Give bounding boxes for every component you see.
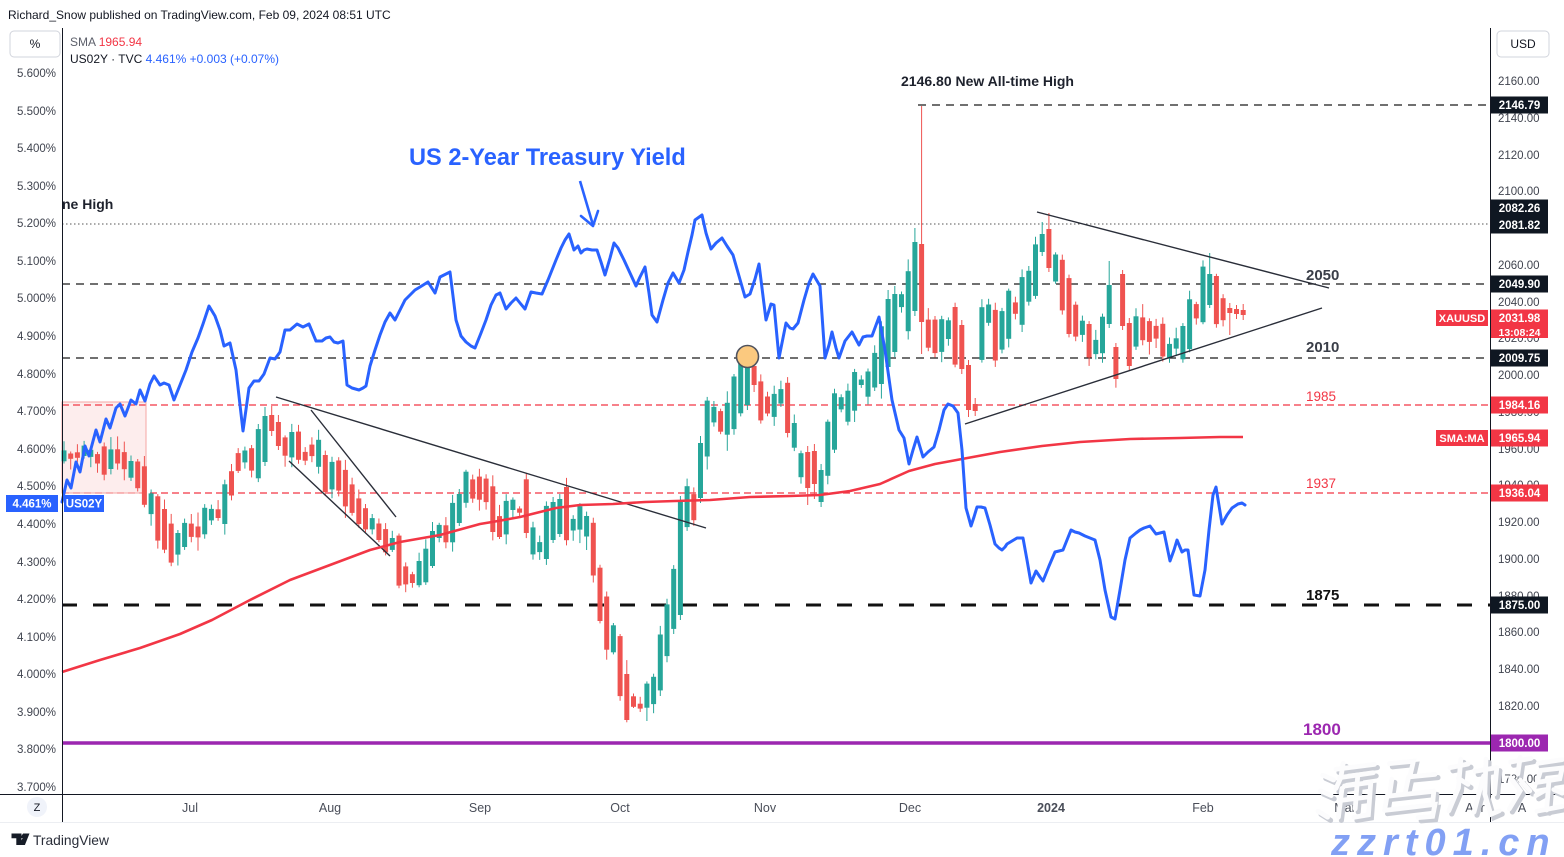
- svg-text:1920.00: 1920.00: [1498, 517, 1540, 529]
- svg-text:3.700%: 3.700%: [17, 782, 56, 794]
- svg-text:1840.00: 1840.00: [1498, 664, 1540, 676]
- svg-text:4.800%: 4.800%: [17, 369, 56, 381]
- svg-text:1800.00: 1800.00: [1499, 738, 1541, 750]
- svg-text:2060.00: 2060.00: [1498, 260, 1540, 272]
- svg-text:5.500%: 5.500%: [17, 106, 56, 118]
- svg-text:1900.00: 1900.00: [1498, 554, 1540, 566]
- svg-text:US02Y · TVC 4.461% +0.003 (+0: US02Y · TVC 4.461% +0.003 (+0.07%): [70, 52, 279, 66]
- svg-text:A: A: [1518, 801, 1527, 815]
- svg-text:2031.98: 2031.98: [1499, 313, 1541, 325]
- svg-text:2040.00: 2040.00: [1498, 297, 1540, 309]
- svg-text:Oct: Oct: [610, 801, 630, 815]
- svg-text:5.000%: 5.000%: [17, 293, 56, 305]
- svg-text:SMA 1965.94: SMA 1965.94: [70, 35, 142, 49]
- svg-text:2100.00: 2100.00: [1498, 186, 1540, 198]
- svg-text:ne High: ne High: [62, 196, 113, 212]
- svg-text:5.400%: 5.400%: [17, 143, 56, 155]
- svg-text:4.100%: 4.100%: [17, 632, 56, 644]
- svg-text:4.461%: 4.461%: [12, 499, 51, 511]
- svg-text:1860.00: 1860.00: [1498, 627, 1540, 639]
- svg-text:4.900%: 4.900%: [17, 331, 56, 343]
- svg-text:4.200%: 4.200%: [17, 594, 56, 606]
- svg-text:zzrt01.cn: zzrt01.cn: [1330, 822, 1557, 857]
- svg-text:TradingView: TradingView: [33, 833, 109, 848]
- svg-text:2120.00: 2120.00: [1498, 150, 1540, 162]
- svg-text:2050: 2050: [1306, 267, 1339, 284]
- svg-text:1965.94: 1965.94: [1499, 433, 1541, 445]
- svg-text:13:08:24: 13:08:24: [1498, 327, 1540, 339]
- svg-text:US02Y: US02Y: [66, 499, 103, 511]
- svg-text:USD: USD: [1510, 37, 1536, 51]
- svg-text:1985: 1985: [1306, 389, 1336, 404]
- svg-text:5.600%: 5.600%: [17, 68, 56, 80]
- svg-text:Z: Z: [34, 802, 41, 814]
- svg-text:1937: 1937: [1306, 476, 1336, 491]
- svg-text:Sep: Sep: [469, 801, 491, 815]
- svg-text:Dec: Dec: [899, 801, 921, 815]
- svg-text:1960.00: 1960.00: [1498, 444, 1540, 456]
- svg-text:2146.80 New All-time High: 2146.80 New All-time High: [901, 73, 1074, 89]
- svg-text:4.700%: 4.700%: [17, 406, 56, 418]
- svg-text:4.000%: 4.000%: [17, 669, 56, 681]
- svg-text:2049.90: 2049.90: [1499, 279, 1541, 291]
- svg-text:5.300%: 5.300%: [17, 181, 56, 193]
- svg-text:2010: 2010: [1306, 339, 1339, 356]
- svg-text:%: %: [30, 37, 41, 51]
- svg-text:4.500%: 4.500%: [17, 481, 56, 493]
- svg-text:4.600%: 4.600%: [17, 444, 56, 456]
- svg-text:1875: 1875: [1306, 587, 1339, 604]
- svg-text:Aug: Aug: [319, 801, 341, 815]
- svg-text:Jul: Jul: [182, 801, 198, 815]
- svg-text:2146.79: 2146.79: [1499, 100, 1541, 112]
- svg-text:2082.26: 2082.26: [1499, 203, 1541, 215]
- svg-text:XAUUSD: XAUUSD: [1439, 313, 1486, 325]
- svg-text:1984.16: 1984.16: [1499, 400, 1541, 412]
- svg-text:Richard_Snow published on Trad: Richard_Snow published on TradingView.co…: [8, 8, 391, 22]
- svg-text:Nov: Nov: [754, 801, 777, 815]
- svg-text:2000.00: 2000.00: [1498, 370, 1540, 382]
- svg-text:4.400%: 4.400%: [17, 519, 56, 531]
- svg-text:5.100%: 5.100%: [17, 256, 56, 268]
- svg-text:1800: 1800: [1303, 720, 1341, 739]
- svg-text:3.900%: 3.900%: [17, 707, 56, 719]
- svg-text:1936.04: 1936.04: [1499, 488, 1541, 500]
- svg-text:2160.00: 2160.00: [1498, 76, 1540, 88]
- svg-text:Feb: Feb: [1192, 801, 1214, 815]
- svg-text:1820.00: 1820.00: [1498, 701, 1540, 713]
- svg-text:5.200%: 5.200%: [17, 218, 56, 230]
- svg-text:4.300%: 4.300%: [17, 557, 56, 569]
- svg-text:3.800%: 3.800%: [17, 744, 56, 756]
- svg-text:2024: 2024: [1037, 801, 1065, 815]
- svg-text:US 2-Year Treasury Yield: US 2-Year Treasury Yield: [409, 145, 686, 171]
- svg-text:SMA:MA: SMA:MA: [1439, 433, 1484, 445]
- svg-text:2140.00: 2140.00: [1498, 113, 1540, 125]
- svg-text:2081.82: 2081.82: [1499, 220, 1541, 232]
- svg-text:1875.00: 1875.00: [1499, 600, 1541, 612]
- svg-text:2009.75: 2009.75: [1499, 353, 1541, 365]
